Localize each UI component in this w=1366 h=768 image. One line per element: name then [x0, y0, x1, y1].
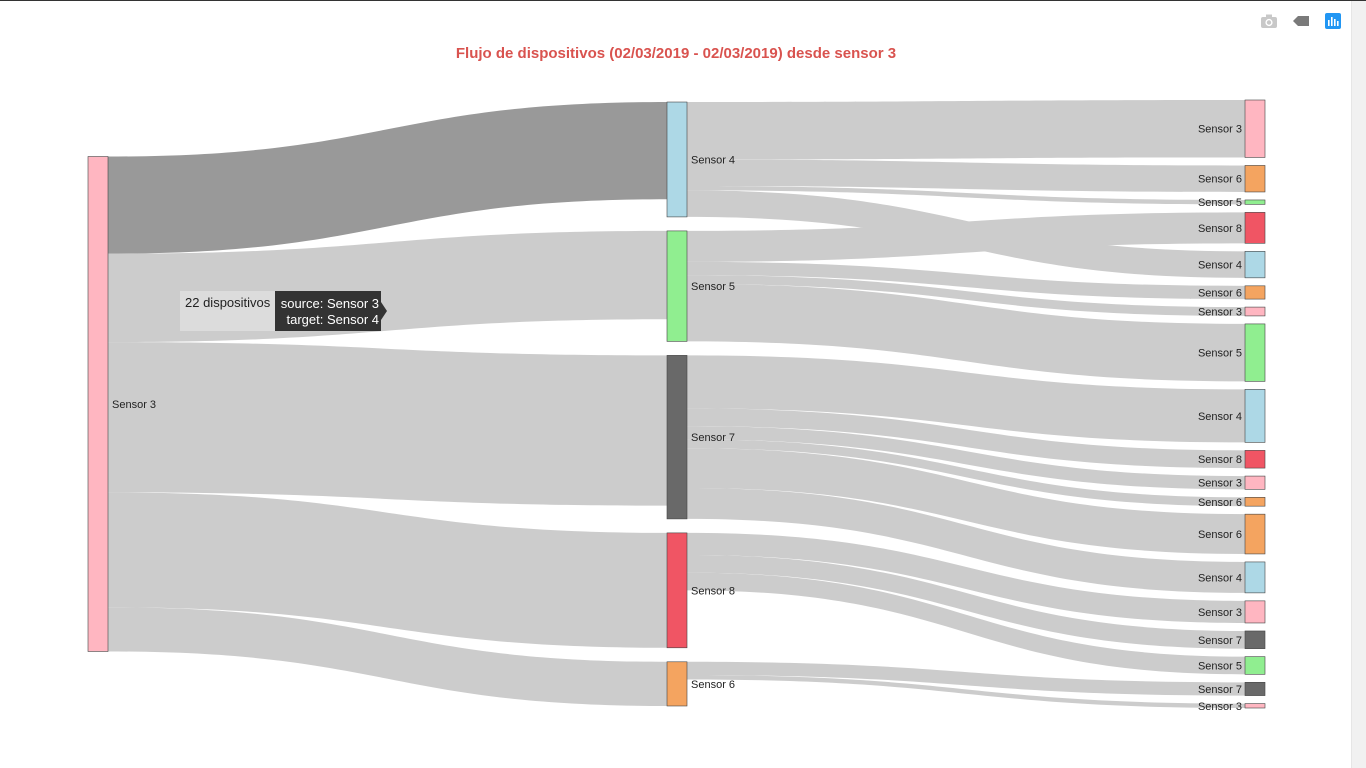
sankey-node-label: Sensor 7 — [1198, 684, 1242, 696]
sankey-node[interactable] — [666, 101, 688, 218]
sankey-node-label: Sensor 8 — [1198, 223, 1242, 235]
sankey-node-label: Sensor 8 — [1198, 454, 1242, 466]
sankey-link[interactable] — [687, 355, 1245, 443]
sankey-node-label: Sensor 6 — [1198, 529, 1242, 541]
sankey-link[interactable] — [687, 190, 1245, 278]
sankey-node[interactable] — [1244, 323, 1266, 382]
sankey-node[interactable] — [1244, 600, 1266, 624]
sankey-node-label: Sensor 4 — [691, 154, 735, 166]
sankey-node-label: Sensor 6 — [1198, 287, 1242, 299]
sankey-node[interactable] — [1244, 165, 1266, 193]
sankey-node[interactable] — [666, 532, 688, 649]
sankey-node[interactable] — [87, 156, 109, 652]
sankey-link[interactable] — [687, 159, 1245, 192]
tooltip-source: source: Sensor 3 — [281, 296, 379, 311]
sankey-node-label: Sensor 5 — [1198, 197, 1242, 209]
sankey-node-label: Sensor 6 — [1198, 497, 1242, 509]
sankey-link[interactable] — [687, 448, 1245, 554]
sankey-node-label: Sensor 4 — [1198, 260, 1242, 272]
sankey-node-label: Sensor 3 — [1198, 607, 1242, 619]
sankey-node-label: Sensor 5 — [691, 281, 735, 293]
vertical-scrollbar[interactable] — [1351, 1, 1366, 768]
sankey-links — [108, 100, 1245, 708]
sankey-node-label: Sensor 3 — [1198, 478, 1242, 490]
sankey-node-label: Sensor 5 — [1198, 660, 1242, 672]
sankey-link[interactable] — [108, 492, 667, 648]
sankey-node[interactable] — [1244, 475, 1266, 490]
camera-icon[interactable] — [1258, 10, 1280, 32]
sankey-node-label: Sensor 7 — [1198, 635, 1242, 647]
tag-icon[interactable] — [1290, 10, 1312, 32]
sankey-node[interactable] — [666, 230, 688, 342]
modebar — [1258, 10, 1344, 32]
sankey-node[interactable] — [1244, 389, 1266, 443]
sankey-link[interactable] — [687, 661, 1245, 696]
sankey-link[interactable] — [687, 100, 1245, 160]
sankey-node[interactable] — [666, 661, 688, 707]
chart-title: Flujo de dispositivos (02/03/2019 - 02/0… — [455, 45, 897, 62]
sankey-link[interactable] — [687, 261, 1245, 300]
sankey-nodes: Sensor 3 Sensor 4 Sensor 5 Sensor 7 Sensor 8… — [87, 99, 1266, 713]
tooltip-label-box — [275, 291, 387, 331]
sankey-node-label: Sensor 7 — [691, 432, 735, 444]
sankey-link[interactable] — [687, 554, 1245, 649]
sankey-link[interactable] — [687, 408, 1245, 469]
sankey-node[interactable] — [1244, 630, 1266, 649]
tooltip-target: target: Sensor 4 — [287, 312, 380, 327]
sankey-node-label: Sensor 6 — [691, 679, 735, 691]
sankey-node-label: Sensor 6 — [1198, 174, 1242, 186]
plotly-logo-icon[interactable] — [1322, 10, 1344, 32]
sankey-link[interactable] — [687, 572, 1245, 675]
sankey-node-label: Sensor 5 — [1198, 348, 1242, 360]
sankey-link[interactable] — [687, 426, 1245, 490]
sankey-node[interactable] — [1244, 703, 1266, 709]
sankey-link[interactable] — [108, 342, 667, 506]
sankey-node[interactable] — [1244, 99, 1266, 158]
sankey-link[interactable] — [687, 487, 1245, 593]
sankey-node-label: Sensor 3 — [1198, 701, 1242, 713]
sankey-node[interactable] — [1244, 251, 1266, 279]
sankey-node[interactable] — [1244, 450, 1266, 469]
sankey-node[interactable] — [1244, 285, 1266, 300]
sankey-link[interactable] — [687, 439, 1245, 507]
sankey-node[interactable] — [1244, 513, 1266, 555]
sankey-link[interactable] — [687, 675, 1245, 708]
sankey-node[interactable] — [1244, 561, 1266, 594]
sankey-node[interactable] — [1244, 199, 1266, 205]
tooltip-value: 22 dispositivos — [185, 295, 271, 310]
sankey-node-label: Sensor 4 — [1198, 572, 1242, 584]
sankey-node[interactable] — [1244, 497, 1266, 507]
sankey-node[interactable] — [1244, 306, 1266, 317]
sankey-node-label: Sensor 3 — [1198, 307, 1242, 319]
sankey-node-label: Sensor 8 — [691, 585, 735, 597]
sankey-link[interactable] — [108, 102, 667, 254]
sankey-link[interactable] — [687, 185, 1245, 205]
tooltip-value-box — [180, 291, 277, 331]
sankey-node-label: Sensor 3 — [112, 399, 156, 411]
sankey-link[interactable] — [687, 532, 1245, 623]
sankey-node-label: Sensor 3 — [1198, 124, 1242, 136]
sankey-node-label: Sensor 4 — [1198, 411, 1242, 423]
sankey-link[interactable] — [687, 275, 1245, 316]
sankey-node[interactable] — [1244, 682, 1266, 696]
sankey-link[interactable] — [108, 607, 667, 706]
sankey-node[interactable] — [1244, 212, 1266, 244]
sankey-node[interactable] — [1244, 656, 1266, 675]
sankey-node[interactable] — [666, 355, 688, 520]
top-border — [0, 0, 1366, 1]
sankey-link[interactable] — [687, 283, 1245, 382]
